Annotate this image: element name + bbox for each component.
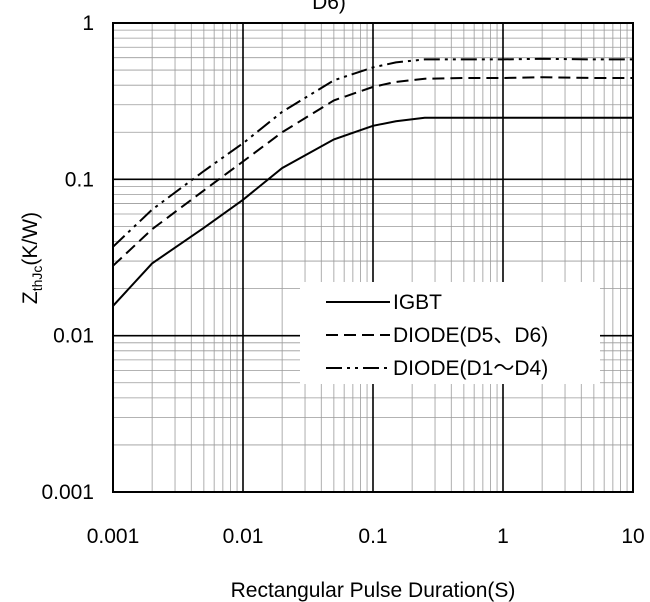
x-tick-label: 0.001 (87, 525, 140, 548)
x-tick-label: 0.01 (223, 525, 264, 548)
x-tick-labels: 0.001 0.01 0.1 1 10 (87, 525, 645, 548)
chart-title: D6) (312, 0, 346, 14)
plot-frame (112, 22, 634, 493)
series-line-2 (112, 76, 633, 267)
y-tick-label: 0.01 (53, 325, 94, 348)
x-tick-label: 10 (621, 525, 644, 548)
y-axis-label: ZthJc(K/W) (19, 212, 45, 304)
legend-label-3: DIODE(D1～D4) (393, 357, 548, 380)
legend-label-1: IGBT (393, 291, 442, 314)
y-tick-label: 0.001 (41, 481, 94, 504)
series-line-3 (112, 57, 633, 248)
x-tick-label: 0.1 (358, 525, 387, 548)
y-tick-label: 1 (82, 12, 94, 35)
x-axis-label: Rectangular Pulse Duration(S) (231, 579, 516, 602)
series-line-1 (112, 116, 633, 307)
y-axis-label-sub: thJc (29, 266, 45, 292)
x-tick-label: 1 (497, 525, 509, 548)
legend-label-2: DIODE(D5、D6) (393, 324, 548, 347)
y-axis-label-main: Z (19, 291, 42, 304)
y-axis-label-unit: (K/W) (19, 212, 42, 266)
legend: IGBT DIODE(D5、D6) DIODE(D1～D4) (300, 282, 600, 384)
y-tick-labels: 0.001 0.01 0.1 1 (41, 12, 94, 504)
y-tick-label: 0.1 (65, 168, 94, 191)
series-lines (112, 57, 633, 307)
